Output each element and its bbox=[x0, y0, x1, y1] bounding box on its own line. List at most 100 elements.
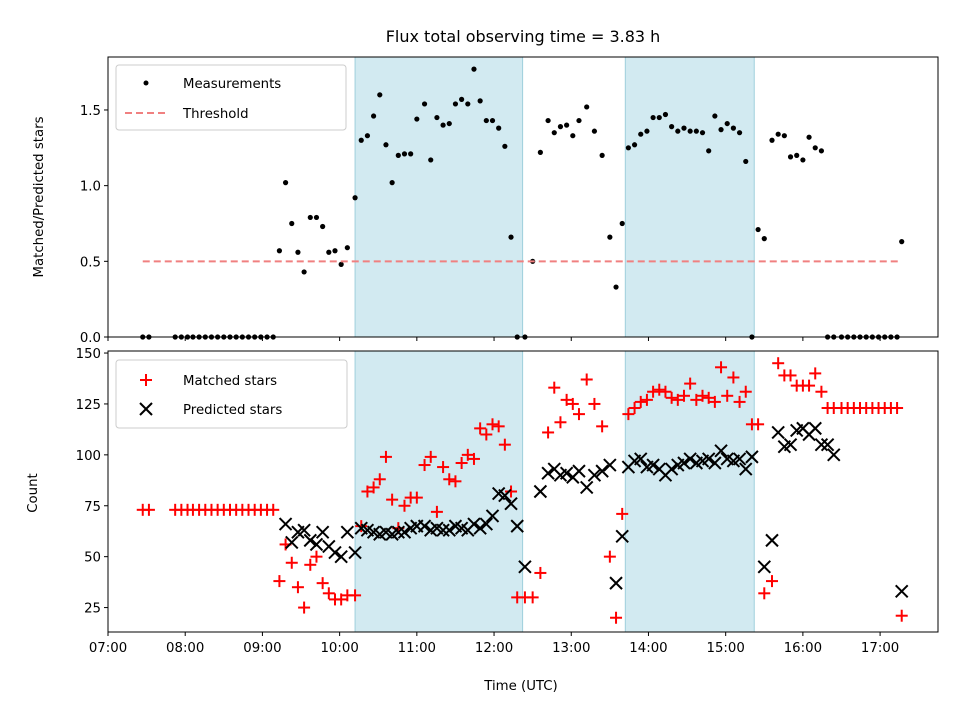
measurements-point bbox=[681, 125, 687, 131]
measurements-point bbox=[389, 180, 395, 186]
measurements-point bbox=[276, 248, 283, 254]
matched-stars-point bbox=[298, 601, 311, 614]
matched-stars-point bbox=[349, 589, 362, 602]
bottom-panel: 25 50 75 100 125 150 07:00 08:00 09:00 10:00 11:0… bbox=[26, 347, 939, 694]
predicted-stars-point-b bbox=[285, 535, 299, 550]
predicted-stars-point bbox=[533, 484, 548, 499]
matched-stars-point bbox=[647, 385, 660, 398]
measurements-point bbox=[775, 131, 781, 137]
measurements-point bbox=[576, 117, 582, 124]
bottom-axes-frame bbox=[107, 350, 939, 633]
predicted-stars-point-b bbox=[360, 523, 375, 537]
predicted-stars-point-b bbox=[379, 525, 393, 539]
measurements-point bbox=[395, 152, 401, 158]
y-tick-label: 1.5 bbox=[80, 104, 101, 119]
matched-stars-point bbox=[461, 448, 474, 461]
predicted-stars-point bbox=[328, 545, 342, 560]
x-tick-label: 08:00 bbox=[166, 641, 204, 656]
x-tick-label: 12:00 bbox=[475, 641, 513, 656]
predicted-stars-point-b bbox=[510, 519, 524, 533]
measurements-point bbox=[591, 128, 598, 134]
matched-stars-point bbox=[727, 371, 740, 384]
matched-stars-point bbox=[640, 393, 653, 406]
bottom-y-ticks: 25 50 75 100 125 150 bbox=[76, 347, 108, 617]
measurements-point bbox=[377, 92, 383, 98]
predicted-stars-point-b bbox=[479, 517, 494, 531]
shaded-span-0 bbox=[354, 350, 524, 633]
measurements-point bbox=[718, 127, 724, 133]
predicted-stars-point bbox=[587, 468, 602, 482]
predicted-stars-point-b bbox=[820, 437, 835, 452]
measurements-point bbox=[489, 117, 496, 124]
measurements-point bbox=[295, 249, 301, 255]
measurements-point bbox=[477, 98, 483, 104]
matched-stars-point bbox=[766, 575, 778, 588]
measurements-point bbox=[301, 269, 307, 275]
predicted-stars-point-b bbox=[579, 480, 594, 495]
matched-stars-point bbox=[526, 591, 539, 604]
measurements-point bbox=[570, 133, 576, 139]
measurements-point bbox=[383, 142, 389, 148]
measurements-point bbox=[282, 180, 289, 186]
matched-stars-point bbox=[386, 493, 399, 506]
y-tick-label: 150 bbox=[76, 347, 101, 362]
predicted-stars-point bbox=[634, 452, 648, 466]
measurements-point bbox=[537, 149, 543, 155]
predicted-stars-point-b bbox=[309, 537, 324, 552]
matched-stars-point bbox=[437, 461, 450, 474]
matched-stars-point bbox=[467, 452, 480, 465]
matched-stars-point bbox=[480, 428, 493, 441]
matched-stars-point bbox=[696, 389, 709, 402]
top-panel: 0.0 0.5 1.0 1.5 Flux total observing time =… bbox=[32, 27, 939, 346]
predicted-stars-point-b bbox=[297, 523, 311, 537]
predicted-stars-point bbox=[315, 525, 330, 539]
matched-stars-point bbox=[572, 408, 585, 421]
measurements-point bbox=[434, 114, 440, 121]
matched-stars-point bbox=[752, 418, 765, 431]
matched-stars-point bbox=[622, 408, 635, 421]
measurements-point bbox=[452, 101, 459, 107]
shaded-span-1 bbox=[624, 56, 755, 338]
matched-stars-point bbox=[410, 491, 423, 504]
x-tick-label: 13:00 bbox=[552, 641, 590, 656]
x-tick-label: 14:00 bbox=[629, 641, 667, 656]
measurements-point bbox=[743, 158, 749, 165]
legend-matched-marker bbox=[140, 374, 152, 386]
predicted-stars-point-b bbox=[485, 509, 500, 523]
top-legend-box bbox=[115, 64, 347, 131]
legend-matched-label: Matched stars bbox=[183, 374, 277, 389]
y-tick-label: 50 bbox=[84, 551, 101, 566]
matched-stars-point bbox=[758, 587, 771, 600]
matched-stars-point bbox=[803, 379, 816, 392]
matched-stars-point bbox=[373, 473, 386, 486]
predicted-stars-point-b bbox=[442, 523, 456, 537]
shaded-span-0 bbox=[354, 56, 524, 338]
matched-stars-point bbox=[671, 393, 684, 406]
x-tick-label: 09:00 bbox=[243, 641, 281, 656]
measurements-point bbox=[656, 114, 662, 121]
predicted-stars-point bbox=[808, 421, 822, 436]
measurements-point bbox=[675, 128, 681, 134]
predicted-stars-point-b bbox=[397, 525, 412, 539]
predicted-stars-point-b bbox=[609, 576, 623, 590]
predicted-stars-point-b bbox=[757, 560, 771, 574]
matched-stars-point bbox=[603, 550, 616, 563]
legend-measurements-label: Measurements bbox=[183, 77, 281, 92]
matched-stars-point bbox=[665, 391, 678, 404]
x-tick-label: 15:00 bbox=[707, 641, 745, 656]
matched-stars-point bbox=[285, 556, 298, 569]
matched-stars-point bbox=[721, 389, 734, 402]
matched-stars-point bbox=[424, 450, 437, 463]
measurements-point bbox=[625, 145, 631, 151]
measurements-point bbox=[584, 104, 590, 110]
measurements-point bbox=[899, 239, 905, 245]
predicted-stars-point bbox=[348, 545, 362, 560]
x-axis-label: Time (UTC) bbox=[483, 679, 558, 694]
predicted-stars-point-b bbox=[504, 497, 518, 511]
measurements-point bbox=[289, 220, 295, 227]
top-x-ticks bbox=[107, 337, 881, 341]
predicted-stars-point bbox=[895, 584, 909, 598]
y-tick-label: 25 bbox=[84, 602, 101, 617]
predicted-stars-point bbox=[820, 437, 835, 452]
